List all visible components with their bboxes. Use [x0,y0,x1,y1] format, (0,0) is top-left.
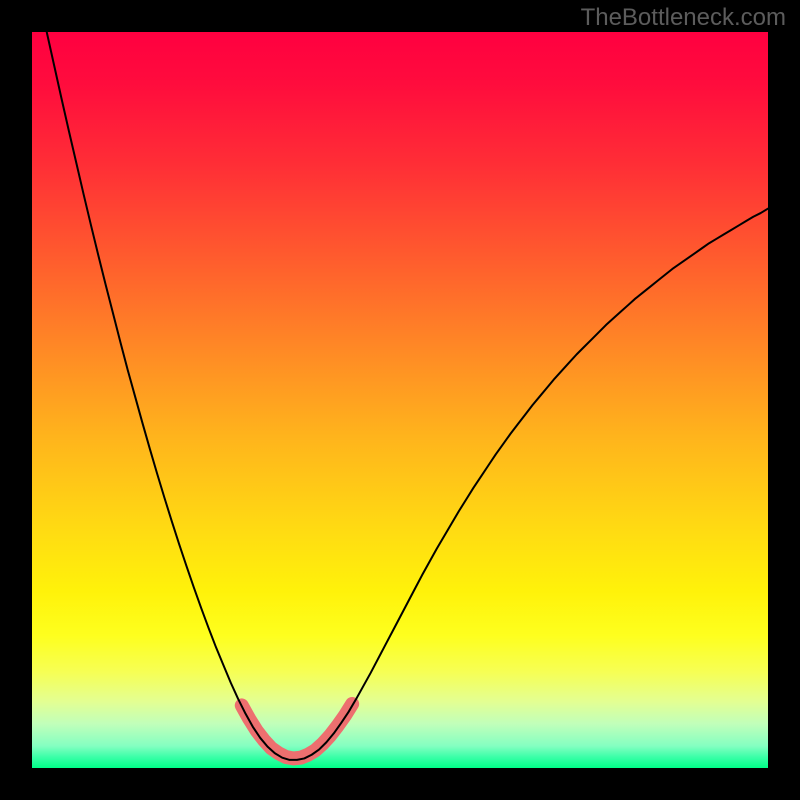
chart-frame: TheBottleneck.com [0,0,800,800]
plot-svg [32,32,768,768]
watermark-text: TheBottleneck.com [581,4,786,32]
plot-area [32,32,768,768]
gradient-background [32,32,768,768]
